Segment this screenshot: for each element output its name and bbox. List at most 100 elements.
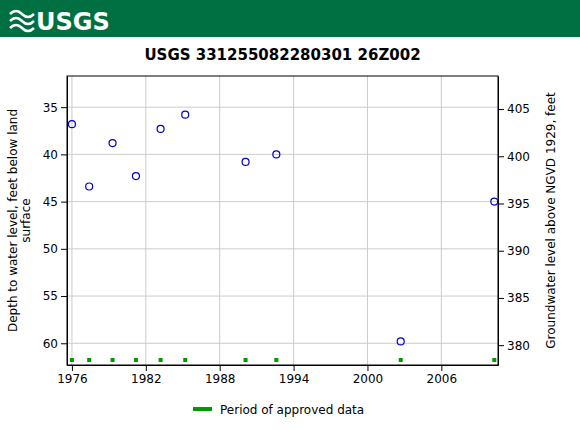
tick-mark — [498, 345, 504, 346]
tick-label: 405 — [507, 102, 530, 116]
grid-line-y — [67, 107, 498, 108]
tick-label: 1988 — [205, 372, 236, 386]
tick: 2000 — [353, 365, 384, 386]
x-axis: 1976 1982 1988 1994 2000 2006 — [57, 365, 498, 386]
approved-marker — [183, 358, 187, 362]
grid-line-x — [145, 76, 146, 365]
tick-mark — [72, 365, 73, 371]
grid-line-x — [71, 76, 72, 365]
tick: 405 — [498, 102, 530, 116]
grid-line-y — [67, 201, 498, 202]
legend: Period of approved data — [193, 403, 364, 417]
data-point — [86, 183, 93, 190]
logo-waves — [10, 11, 34, 31]
approved-marker — [70, 358, 74, 362]
data-point — [68, 121, 75, 128]
data-point — [242, 158, 249, 165]
tick-label: 395 — [507, 197, 530, 211]
data-point — [491, 198, 498, 205]
grid — [67, 76, 498, 365]
axis-line — [67, 77, 68, 366]
tick-mark — [220, 365, 221, 371]
tick-mark — [498, 109, 504, 110]
data-point — [182, 111, 189, 118]
logo-text: USGS — [36, 8, 110, 36]
legend-label: Period of approved data — [220, 403, 364, 417]
grid-line-y — [67, 296, 498, 297]
tick-label: 1994 — [279, 372, 310, 386]
tick-label: 60 — [43, 337, 58, 351]
y-axis-title: surface — [19, 198, 33, 242]
data-point — [109, 140, 116, 147]
tick-mark — [61, 296, 67, 297]
tick-mark — [61, 154, 67, 155]
tick: 380 — [498, 339, 530, 353]
tick: 60 — [43, 337, 67, 351]
approved-marker — [87, 358, 91, 362]
axis-line — [68, 365, 499, 366]
tick-label: 2000 — [353, 372, 384, 386]
approved-marker — [111, 358, 115, 362]
tick-mark — [61, 343, 67, 344]
tick-mark — [498, 156, 504, 157]
tick-label: 50 — [43, 242, 58, 256]
marks — [68, 111, 497, 362]
tick-mark — [61, 249, 67, 250]
approved-marker — [244, 358, 248, 362]
tick: 1982 — [131, 365, 162, 386]
data-point — [273, 151, 280, 158]
y-axis-title: Depth to water level, feet below land — [6, 109, 20, 332]
tick: 395 — [498, 197, 530, 211]
tick: 1994 — [279, 365, 310, 386]
legend-swatch — [193, 407, 212, 411]
tick: 35 — [43, 101, 67, 115]
tick-mark — [498, 204, 504, 205]
grid-line-y — [67, 154, 498, 155]
y2-axis-title: Groundwater level above NGVD 1929, feet — [544, 92, 558, 349]
data-point — [157, 125, 164, 132]
approved-marker — [274, 358, 278, 362]
chart: USGSUSGS 331255082280301 26Z002197619821… — [0, 0, 580, 430]
tick: 1976 — [57, 365, 88, 386]
axis-line — [498, 77, 499, 366]
tick: 40 — [43, 148, 67, 162]
tick-label: 390 — [507, 244, 530, 258]
tick-mark — [61, 202, 67, 203]
grid-line-x — [219, 76, 220, 365]
approved-marker — [492, 358, 496, 362]
tick: 385 — [498, 291, 530, 305]
tick: 45 — [43, 195, 67, 209]
grid-line-y — [67, 343, 498, 344]
tick-label: 55 — [43, 289, 58, 303]
tick-label: 380 — [507, 339, 530, 353]
tick: 2006 — [427, 365, 458, 386]
grid-line-x — [367, 76, 368, 365]
y-axis: 35 40 45 50 55 60 — [43, 77, 68, 366]
title: USGS 331255082280301 26Z002 — [144, 46, 420, 64]
tick-label: 1976 — [57, 372, 88, 386]
tick-label: 45 — [43, 195, 58, 209]
approved-marker — [159, 358, 163, 362]
tick-mark — [498, 298, 504, 299]
grid-line-y — [67, 248, 498, 249]
y2-axis: 380 385 390 395 400 405 — [498, 77, 530, 366]
tick: 1988 — [205, 365, 236, 386]
tick-label: 2006 — [427, 372, 458, 386]
tick-label: 40 — [43, 148, 58, 162]
tick-mark — [61, 107, 67, 108]
tick-mark — [146, 365, 147, 371]
header-band — [0, 0, 580, 37]
approved-marker — [134, 358, 138, 362]
tick-label: 1982 — [131, 372, 162, 386]
tick-mark — [367, 365, 368, 371]
grid-line-x — [293, 76, 294, 365]
tick-label: 400 — [507, 150, 530, 164]
tick-mark — [441, 365, 442, 371]
tick-label: 385 — [507, 291, 530, 305]
data-point — [397, 338, 404, 345]
tick: 400 — [498, 150, 530, 164]
approved-marker — [399, 358, 403, 362]
grid-line-x — [441, 76, 442, 365]
data-point — [132, 173, 139, 180]
plot-frame — [67, 76, 498, 365]
